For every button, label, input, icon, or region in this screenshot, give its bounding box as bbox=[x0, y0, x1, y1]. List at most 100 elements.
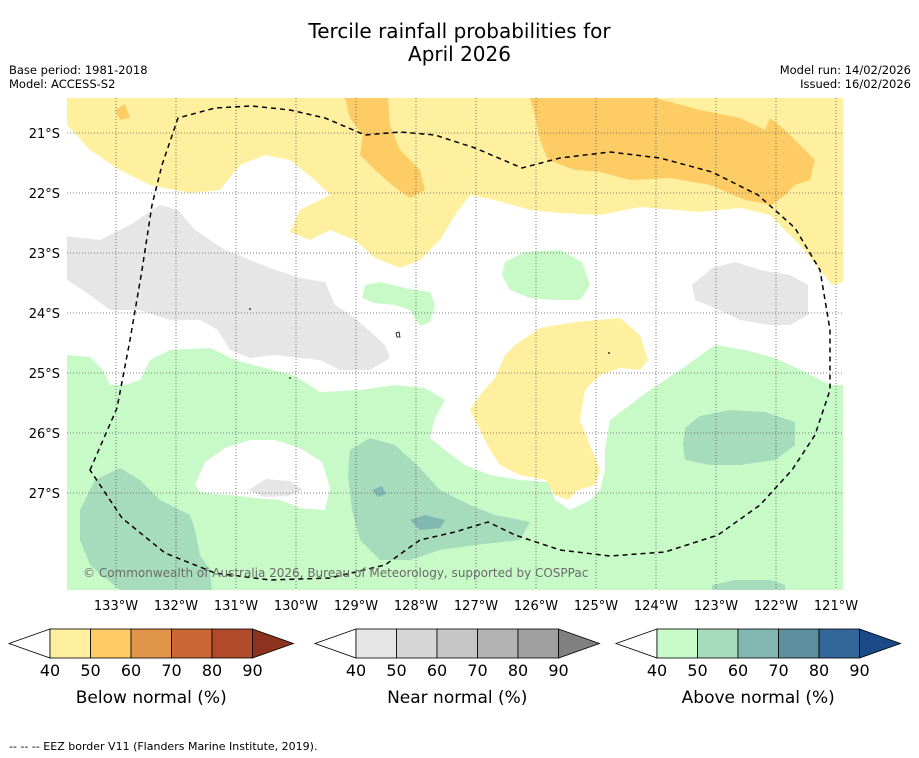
model-name: Model: ACCESS-S2 bbox=[9, 77, 116, 91]
colorbar-title: Above normal (%) bbox=[682, 688, 835, 708]
lat-label: 25°S bbox=[29, 367, 60, 382]
above-normal-region bbox=[80, 468, 212, 590]
lat-label: 23°S bbox=[29, 247, 60, 262]
colorbar-tick-label: 80 bbox=[508, 661, 528, 680]
above-normal-region bbox=[372, 486, 386, 497]
lat-axis: 21°S 22°S 23°S 24°S 25°S 26°S 27°S bbox=[29, 127, 60, 502]
colorbar-tick-label: 60 bbox=[427, 661, 447, 680]
lon-label: 121°W bbox=[814, 599, 858, 614]
colorbar-tick-label: 80 bbox=[809, 661, 829, 680]
issued-date: Issued: 16/02/2026 bbox=[800, 77, 911, 91]
colorbar-segment bbox=[517, 628, 559, 659]
colorbar-tick-label: 40 bbox=[40, 661, 60, 680]
colorbar-segment bbox=[49, 628, 91, 659]
near-normal-region bbox=[692, 262, 808, 325]
colorbar-high-extension bbox=[558, 628, 601, 659]
colorbar-segment bbox=[818, 628, 860, 659]
lon-label: 133°W bbox=[94, 599, 138, 614]
colorbar-segment bbox=[436, 628, 478, 659]
lat-label: 21°S bbox=[29, 127, 60, 142]
model-run: Model run: 14/02/2026 bbox=[779, 63, 911, 77]
colorbar-segment bbox=[778, 628, 820, 659]
graticule bbox=[67, 98, 843, 590]
island-marker bbox=[608, 352, 610, 354]
below-normal-region bbox=[530, 98, 815, 205]
eez-footnote: -- -- -- EEZ border V11 (Flanders Marine… bbox=[9, 740, 318, 753]
lon-label: 124°W bbox=[634, 599, 678, 614]
colorbar-tick-label: 50 bbox=[80, 661, 100, 680]
colorbar-segment bbox=[90, 628, 132, 659]
island-marker bbox=[249, 308, 251, 310]
colorbar: 40 50 60 70 80 90 Above normal (%) bbox=[614, 628, 902, 708]
below-normal-region bbox=[470, 318, 648, 500]
lon-axis: 133°W 132°W 131°W 130°W 129°W 128°W 127°… bbox=[94, 599, 858, 614]
lat-label: 26°S bbox=[29, 427, 60, 442]
colorbar-high-extension bbox=[859, 628, 902, 659]
colorbar-tick-label: 90 bbox=[849, 661, 869, 680]
colorbar-tick-label: 50 bbox=[386, 661, 406, 680]
colorbar-tick-label: 70 bbox=[161, 661, 181, 680]
lat-label: 22°S bbox=[29, 187, 60, 202]
meta-left: Base period: 1981-2018 Model: ACCESS-S2 bbox=[9, 63, 148, 91]
colorbar-segment bbox=[477, 628, 519, 659]
near-normal-region bbox=[67, 205, 390, 370]
colorbar-segment bbox=[171, 628, 213, 659]
lon-label: 130°W bbox=[274, 599, 318, 614]
colorbar-tick-label: 60 bbox=[728, 661, 748, 680]
lat-label: 24°S bbox=[29, 307, 60, 322]
island-marker bbox=[395, 331, 401, 338]
colorbar-high-extension bbox=[252, 628, 295, 659]
colorbar-tick-label: 40 bbox=[647, 661, 667, 680]
above-normal-region bbox=[362, 282, 435, 326]
colorbar-segment bbox=[656, 628, 698, 659]
base-period: Base period: 1981-2018 bbox=[9, 63, 148, 77]
lon-label: 128°W bbox=[394, 599, 438, 614]
colorbars: 40 50 60 70 80 90 Below normal (%) 40 50 60 70 80 90… bbox=[7, 628, 902, 708]
above-normal-region bbox=[683, 410, 795, 465]
colorbar-segment bbox=[130, 628, 172, 659]
colorbar-segment bbox=[355, 628, 397, 659]
colorbar: 40 50 60 70 80 90 Below normal (%) bbox=[7, 628, 295, 708]
island-marker bbox=[289, 377, 291, 379]
above-normal-region bbox=[67, 345, 843, 590]
colorbar-low-extension bbox=[614, 628, 658, 659]
colorbar-segment bbox=[396, 628, 438, 659]
colorbar-tick-label: 60 bbox=[121, 661, 141, 680]
lon-label: 123°W bbox=[694, 599, 738, 614]
above-normal-region bbox=[348, 438, 530, 560]
lon-label: 129°W bbox=[334, 599, 378, 614]
above-normal-region bbox=[712, 580, 785, 590]
lon-label: 122°W bbox=[754, 599, 798, 614]
colorbar-title: Below normal (%) bbox=[76, 688, 227, 708]
probability-layer bbox=[67, 98, 843, 590]
colorbar-tick-label: 70 bbox=[467, 661, 487, 680]
lon-label: 132°W bbox=[154, 599, 198, 614]
colorbar-tick-label: 50 bbox=[687, 661, 707, 680]
colorbar-tick-label: 90 bbox=[548, 661, 568, 680]
above-normal-region bbox=[502, 250, 590, 300]
colorbar-title: Near normal (%) bbox=[387, 688, 527, 708]
map-title: Tercile rainfall probabilities for April… bbox=[0, 20, 919, 66]
near-normal-region bbox=[248, 479, 303, 497]
colorbar-tick-label: 70 bbox=[768, 661, 788, 680]
colorbar-tick-label: 80 bbox=[202, 661, 222, 680]
title-line-1: Tercile rainfall probabilities for bbox=[308, 19, 611, 43]
below-normal-region bbox=[345, 98, 425, 198]
meta-right: Model run: 14/02/2026 Issued: 16/02/2026 bbox=[780, 63, 911, 91]
colorbar-tick-label: 40 bbox=[346, 661, 366, 680]
lon-label: 127°W bbox=[454, 599, 498, 614]
lon-label: 126°W bbox=[514, 599, 558, 614]
below-normal-region bbox=[115, 104, 130, 120]
colorbar-tick-label: 90 bbox=[242, 661, 262, 680]
colorbar-segment bbox=[211, 628, 253, 659]
colorbar-low-extension bbox=[7, 628, 51, 659]
colorbar-segment bbox=[737, 628, 779, 659]
colorbar-low-extension bbox=[313, 628, 357, 659]
lon-label: 131°W bbox=[214, 599, 258, 614]
colorbar-segment bbox=[697, 628, 739, 659]
attribution-text: © Commonwealth of Australia 2026, Bureau… bbox=[83, 566, 588, 580]
colorbar: 40 50 60 70 80 90 Near normal (%) bbox=[313, 628, 601, 708]
lat-label: 27°S bbox=[29, 487, 60, 502]
title-line-2: April 2026 bbox=[408, 42, 511, 66]
